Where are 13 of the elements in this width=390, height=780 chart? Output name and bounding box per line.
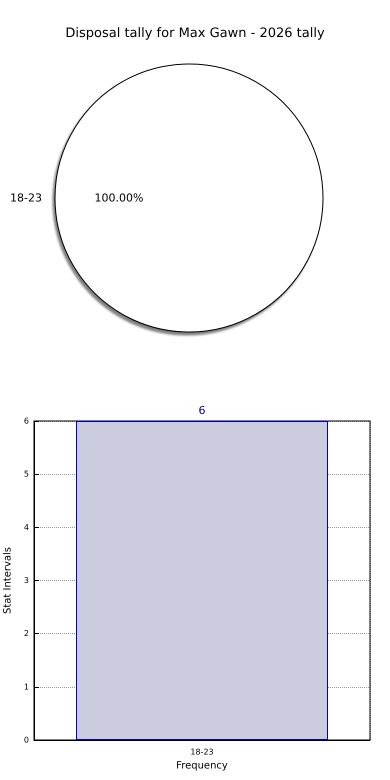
x-axis-title: Frequency [176,760,228,772]
y-tick-label: 2 [24,629,29,638]
y-axis-title: Stat Intervals [2,546,14,614]
y-tick-label: 5 [24,470,29,479]
y-tick-label: 1 [24,682,29,692]
y-tick-label: 0 [24,736,29,744]
slice-label: 18-23 [10,192,42,204]
data-label: 6 [198,404,206,417]
y-tick-label: 3 [24,576,29,585]
y-tick-label: 4 [24,522,29,532]
chart-title: Disposal tally for Max Gawn - 2026 tally [65,26,325,41]
y-tick-label: 6 [24,416,29,426]
data-label: 100.00% [94,192,144,204]
